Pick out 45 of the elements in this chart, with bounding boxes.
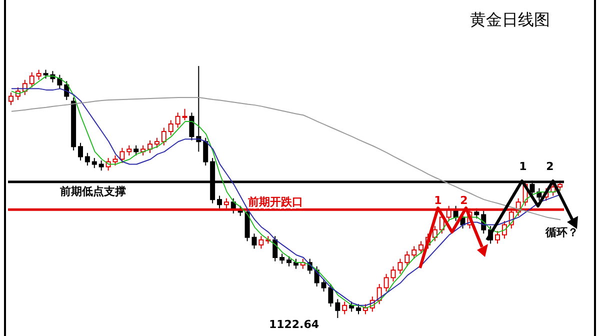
ref-line-label: 前期开跌口 xyxy=(247,196,303,209)
candlestick xyxy=(57,74,62,90)
candlestick xyxy=(92,157,97,169)
candlestick xyxy=(154,137,160,148)
candlestick xyxy=(272,236,278,262)
candlestick xyxy=(252,233,257,250)
annotation: 1122.64 xyxy=(268,318,320,331)
candlestick xyxy=(182,108,188,121)
annotation: 1 xyxy=(434,194,442,207)
candlestick xyxy=(217,195,222,209)
candlestick xyxy=(161,127,166,146)
annotation: 2 xyxy=(546,160,554,173)
annotation: 2 xyxy=(460,194,468,207)
candlestick xyxy=(362,304,368,315)
candlestick xyxy=(432,226,438,242)
candlestick xyxy=(412,246,417,260)
candlestick xyxy=(384,273,389,292)
candlestick xyxy=(203,137,208,166)
candlestick xyxy=(418,240,424,254)
candlestick xyxy=(78,142,83,161)
candlestick xyxy=(280,253,285,264)
candlestick xyxy=(342,301,348,315)
chart-title: 黄金日线图 xyxy=(470,10,550,31)
candlestick xyxy=(189,112,194,141)
candlestick xyxy=(335,298,340,318)
candlestick xyxy=(148,140,152,154)
candlestick xyxy=(356,304,361,315)
annotation: 1 xyxy=(519,160,527,173)
candlestick xyxy=(134,144,139,156)
candlestick xyxy=(495,230,500,244)
candlestick xyxy=(112,154,118,166)
candlestick xyxy=(29,72,34,88)
candlestick xyxy=(168,120,174,136)
candlestick xyxy=(36,69,42,80)
candlestick xyxy=(120,147,125,164)
candlestick xyxy=(84,152,90,166)
ref-line-label: 前期低点支撑 xyxy=(59,184,126,198)
candlestick xyxy=(126,144,132,156)
candlestick xyxy=(286,256,292,267)
annotation: 循环？ xyxy=(544,226,578,239)
candlestick xyxy=(8,92,14,106)
candlestick xyxy=(98,160,104,172)
candlestick xyxy=(175,112,180,128)
candlestick xyxy=(404,250,410,267)
candlestick xyxy=(258,236,264,250)
